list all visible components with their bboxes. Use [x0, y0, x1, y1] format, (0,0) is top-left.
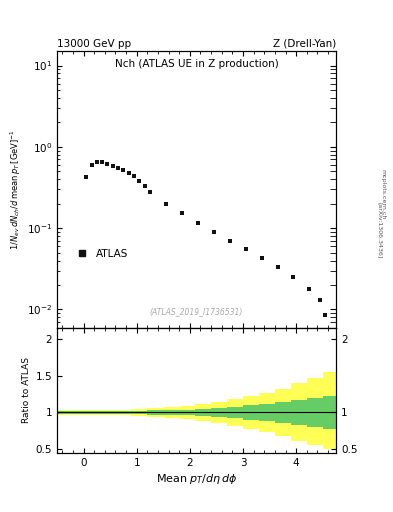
Y-axis label: Ratio to ATLAS: Ratio to ATLAS	[22, 357, 31, 423]
Text: 13000 GeV pp: 13000 GeV pp	[57, 38, 131, 49]
Text: [arXiv:1306.3436]: [arXiv:1306.3436]	[377, 202, 382, 259]
X-axis label: Mean $p_T/d\eta\,d\phi$: Mean $p_T/d\eta\,d\phi$	[156, 472, 237, 486]
Text: Nch (ATLAS UE in Z production): Nch (ATLAS UE in Z production)	[115, 59, 278, 70]
Y-axis label: $1/N_{ev}\,dN_{ch}/d\,\mathrm{mean}\,p_T\,[\mathrm{GeV}]^{-1}$: $1/N_{ev}\,dN_{ch}/d\,\mathrm{mean}\,p_T…	[8, 129, 22, 250]
Text: ATLAS: ATLAS	[96, 249, 129, 259]
Text: (ATLAS_2019_I1736531): (ATLAS_2019_I1736531)	[150, 308, 243, 316]
Text: mcplots.cern.ch: mcplots.cern.ch	[381, 169, 386, 220]
Text: Z (Drell-Yan): Z (Drell-Yan)	[273, 38, 336, 49]
